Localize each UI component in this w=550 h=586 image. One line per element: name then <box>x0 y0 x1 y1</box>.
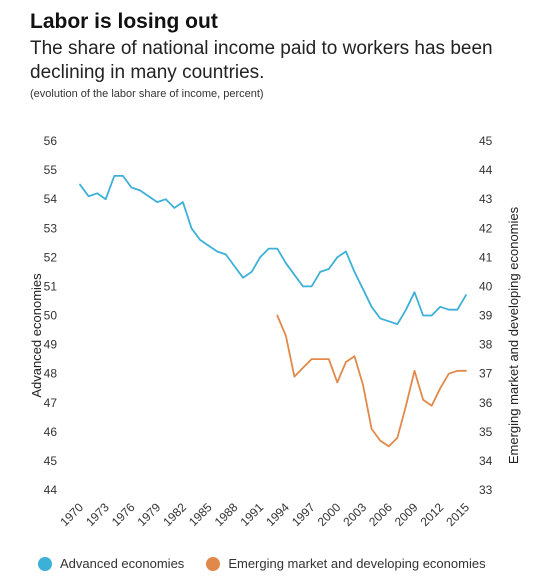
x-tick-label: 2015 <box>443 500 472 529</box>
x-tick-label: 1991 <box>237 500 266 529</box>
x-tick-label: 1979 <box>135 500 164 529</box>
right-tick-label: 42 <box>479 221 493 235</box>
legend-swatch-advanced <box>38 556 52 571</box>
right-tick-label: 39 <box>479 309 493 323</box>
chart-subtitle: The share of national income paid to wor… <box>30 38 493 83</box>
chart-note: (evolution of the labor share of income,… <box>30 88 264 100</box>
left-tick-label: 49 <box>44 338 58 352</box>
x-tick-label: 2000 <box>315 500 344 529</box>
x-tick-label: 1994 <box>263 500 292 529</box>
x-tick-label: 1988 <box>212 500 241 529</box>
right-tick-label: 38 <box>479 338 493 352</box>
right-tick-label: 41 <box>479 250 493 264</box>
right-tick-label: 43 <box>479 192 493 206</box>
x-tick-label: 1997 <box>289 500 318 529</box>
left-tick-label: 55 <box>44 163 58 177</box>
left-tick-label: 56 <box>44 134 58 148</box>
left-axis-label: Advanced economies <box>29 273 44 398</box>
x-tick-label: 1976 <box>109 500 138 529</box>
legend-label-advanced: Advanced economies <box>60 556 185 571</box>
left-tick-label: 46 <box>44 425 58 439</box>
right-tick-label: 34 <box>479 454 493 468</box>
x-tick-label: 1970 <box>57 500 86 529</box>
x-tick-label: 2009 <box>392 500 421 529</box>
series-line-advanced <box>79 174 467 326</box>
right-tick-label: 35 <box>479 425 493 439</box>
legend-item-advanced: Advanced economies <box>38 556 184 571</box>
left-tick-label: 53 <box>44 221 58 235</box>
series-line-emerging <box>276 314 467 448</box>
left-tick-label: 52 <box>44 250 58 264</box>
x-tick-label: 2003 <box>340 500 369 529</box>
x-tick-label: 1982 <box>160 500 189 529</box>
x-tick-label: 1973 <box>83 500 112 529</box>
right-tick-label: 45 <box>479 134 493 148</box>
x-tick-label: 2012 <box>418 500 447 529</box>
left-tick-label: 48 <box>44 367 58 381</box>
left-tick-label: 51 <box>44 279 58 293</box>
left-tick-label: 47 <box>44 396 58 410</box>
left-tick-label: 54 <box>44 192 58 206</box>
right-tick-label: 36 <box>479 396 493 410</box>
left-tick-label: 45 <box>44 454 58 468</box>
right-tick-label: 44 <box>479 163 493 177</box>
left-tick-label: 50 <box>44 309 58 323</box>
chart-title: Labor is losing out <box>30 10 218 33</box>
right-axis-label: Emerging market and developing economies <box>506 206 521 464</box>
left-tick-label: 44 <box>44 483 58 497</box>
legend: Advanced economies Emerging market and d… <box>38 556 508 571</box>
right-tick-label: 33 <box>479 483 493 497</box>
legend-item-emerging: Emerging market and developing economies <box>206 556 486 571</box>
right-tick-label: 40 <box>479 279 493 293</box>
legend-swatch-emerging <box>206 556 221 571</box>
x-tick-label: 1985 <box>186 500 215 529</box>
legend-label-emerging: Emerging market and developing economies <box>228 556 486 571</box>
x-tick-label: 2006 <box>366 500 395 529</box>
right-tick-label: 37 <box>479 367 493 381</box>
